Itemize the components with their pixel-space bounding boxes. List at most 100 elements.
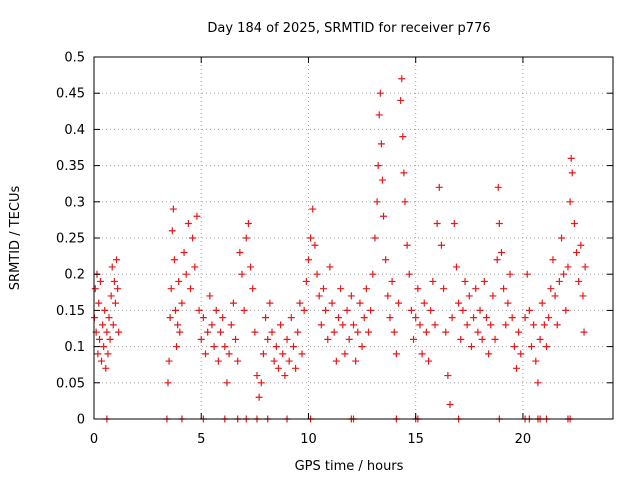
data-point <box>247 263 255 271</box>
data-point <box>115 328 123 336</box>
data-point <box>365 328 373 336</box>
data-point <box>322 306 330 314</box>
data-point <box>491 335 499 343</box>
data-point <box>412 314 420 322</box>
data-point <box>352 357 360 365</box>
data-point <box>182 270 190 278</box>
data-point <box>534 379 542 387</box>
data-point <box>105 314 113 322</box>
data-point <box>382 256 390 264</box>
data-point <box>581 263 589 271</box>
data-point <box>242 234 250 242</box>
data-point <box>341 350 349 358</box>
data-point <box>407 306 415 314</box>
data-point <box>91 285 99 293</box>
y-tick-label: 0.3 <box>64 195 85 210</box>
data-point <box>459 306 467 314</box>
data-point <box>274 364 282 372</box>
data-point <box>369 270 377 278</box>
data-point <box>309 205 317 213</box>
data-point <box>347 292 355 300</box>
y-tick-label: 0.4 <box>64 123 85 138</box>
data-point <box>487 321 495 329</box>
data-point <box>401 198 409 206</box>
data-point <box>294 328 302 336</box>
data-point <box>104 350 112 358</box>
data-point <box>433 220 441 228</box>
data-point <box>549 256 557 264</box>
data-point <box>219 314 227 322</box>
data-point <box>378 176 386 184</box>
data-point <box>418 350 426 358</box>
data-point <box>431 321 439 329</box>
data-point <box>480 277 488 285</box>
data-point <box>171 306 179 314</box>
data-point <box>279 350 287 358</box>
data-point <box>384 292 392 300</box>
data-point <box>221 343 229 351</box>
y-tick-label: 0.35 <box>56 159 85 174</box>
data-point <box>367 306 375 314</box>
y-tick-label: 0.2 <box>64 268 85 283</box>
data-point <box>508 314 516 322</box>
data-point <box>339 321 347 329</box>
data-point <box>517 350 525 358</box>
data-point <box>292 364 300 372</box>
data-point <box>317 321 325 329</box>
data-point <box>521 314 529 322</box>
data-point <box>257 379 265 387</box>
data-point <box>283 335 291 343</box>
data-point <box>326 263 334 271</box>
y-tick-label: 0.45 <box>56 87 85 102</box>
data-point <box>560 270 568 278</box>
x-tick-label: 5 <box>197 432 205 447</box>
data-point <box>169 205 177 213</box>
data-point <box>193 212 201 220</box>
data-point <box>249 285 257 293</box>
data-point <box>500 285 508 293</box>
data-point <box>540 321 548 329</box>
data-point <box>175 277 183 285</box>
data-point <box>334 314 342 322</box>
data-point <box>512 364 520 372</box>
data-point <box>324 335 332 343</box>
data-point <box>187 285 195 293</box>
data-point <box>197 335 205 343</box>
data-point <box>296 299 304 307</box>
data-point <box>111 299 119 307</box>
data-point <box>109 321 117 329</box>
data-point <box>95 299 103 307</box>
data-point <box>472 285 480 293</box>
data-point <box>566 198 574 206</box>
data-point <box>354 328 362 336</box>
data-point <box>515 328 523 336</box>
data-point <box>414 285 422 293</box>
data-point <box>174 321 182 329</box>
data-point <box>463 321 471 329</box>
data-point <box>106 335 114 343</box>
data-point <box>332 357 340 365</box>
data-point <box>350 321 357 329</box>
data-point <box>427 306 435 314</box>
data-point <box>504 299 512 307</box>
data-point <box>99 321 107 329</box>
data-point <box>547 285 555 293</box>
data-point <box>98 357 106 365</box>
data-point <box>330 328 338 336</box>
data-point <box>253 372 261 380</box>
data-point <box>567 154 575 162</box>
data-point <box>371 234 379 242</box>
data-point <box>450 220 458 228</box>
y-tick-label: 0.15 <box>56 304 85 319</box>
data-point <box>528 343 536 351</box>
data-point <box>375 111 383 119</box>
data-point <box>110 277 118 285</box>
y-tick-label: 0.1 <box>64 340 85 355</box>
data-point <box>397 96 405 104</box>
data-point <box>170 256 178 264</box>
data-point <box>478 335 486 343</box>
data-point <box>96 335 104 343</box>
data-point <box>398 75 406 83</box>
data-point <box>165 357 173 365</box>
data-point <box>374 162 382 170</box>
